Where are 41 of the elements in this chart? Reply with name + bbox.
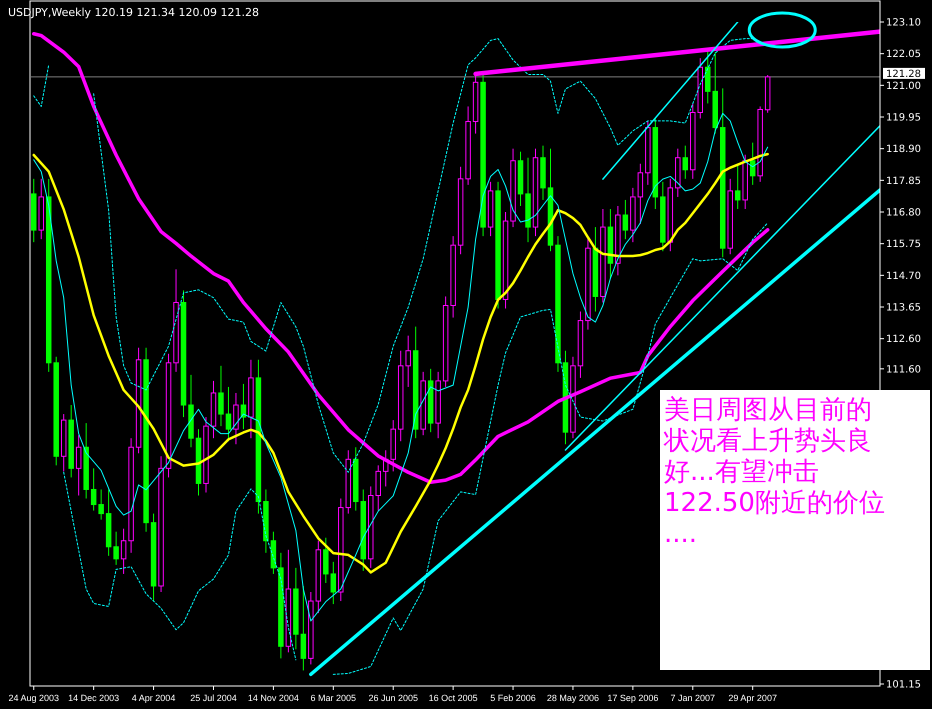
y-tick-label: 101.15 [886, 680, 921, 690]
x-tick-label: 7 Jan 2007 [670, 693, 716, 703]
candlestick [120, 528, 126, 574]
x-tick-label: 16 Oct 2005 [428, 693, 478, 703]
ref-line-label: 121.28 [886, 68, 921, 80]
x-tick-label: 24 Aug 2003 [8, 693, 60, 703]
y-tick-label: 122.05 [886, 49, 921, 60]
y-tick-label: 119.95 [886, 112, 921, 124]
candlestick [113, 531, 119, 566]
candlestick [98, 488, 104, 520]
x-tick-label: 5 Feb 2006 [490, 693, 536, 703]
x-tick-label: 28 May 2006 [546, 693, 599, 703]
x-tick-label: 25 Jul 2004 [190, 693, 237, 703]
candlestick [330, 561, 336, 605]
x-tick-label: 26 Jun 2005 [368, 693, 418, 703]
x-tick-label: 14 Dec 2003 [68, 693, 120, 703]
candlestick [218, 365, 224, 427]
candlestick [240, 383, 246, 430]
y-tick-label: 117.85 [886, 176, 921, 187]
candlestick [90, 468, 96, 512]
y-tick-label: 121.00 [886, 80, 921, 92]
y-tick-label: 111.60 [886, 364, 921, 376]
y-tick-label: 115.75 [886, 239, 921, 250]
candlestick [750, 142, 756, 186]
y-tick-label: 112.60 [886, 334, 921, 346]
y-tick-label: 114.70 [886, 270, 921, 282]
x-tick-label: 6 Mar 2005 [310, 693, 356, 703]
y-tick-label: 116.80 [886, 208, 921, 219]
x-tick-label: 14 Nov 2004 [248, 693, 299, 703]
x-tick-label: 17 Sep 2006 [607, 693, 658, 703]
x-tick-label: 4 Apr 2004 [132, 693, 176, 703]
y-tick-label: 118.90 [886, 144, 921, 156]
candlestick [682, 145, 688, 180]
x-tick-label: 29 Apr 2007 [728, 693, 777, 703]
candlestick [622, 199, 628, 240]
annotation: 美日周图从目前的状况看上升势头良好...有望冲击122.50附近的价位.... [663, 395, 885, 549]
y-tick-label: 113.65 [886, 302, 921, 314]
candlestick [405, 335, 411, 388]
y-tick-label: 123.10 [886, 18, 921, 28]
candlestick [76, 434, 82, 496]
candlestick [734, 163, 740, 210]
